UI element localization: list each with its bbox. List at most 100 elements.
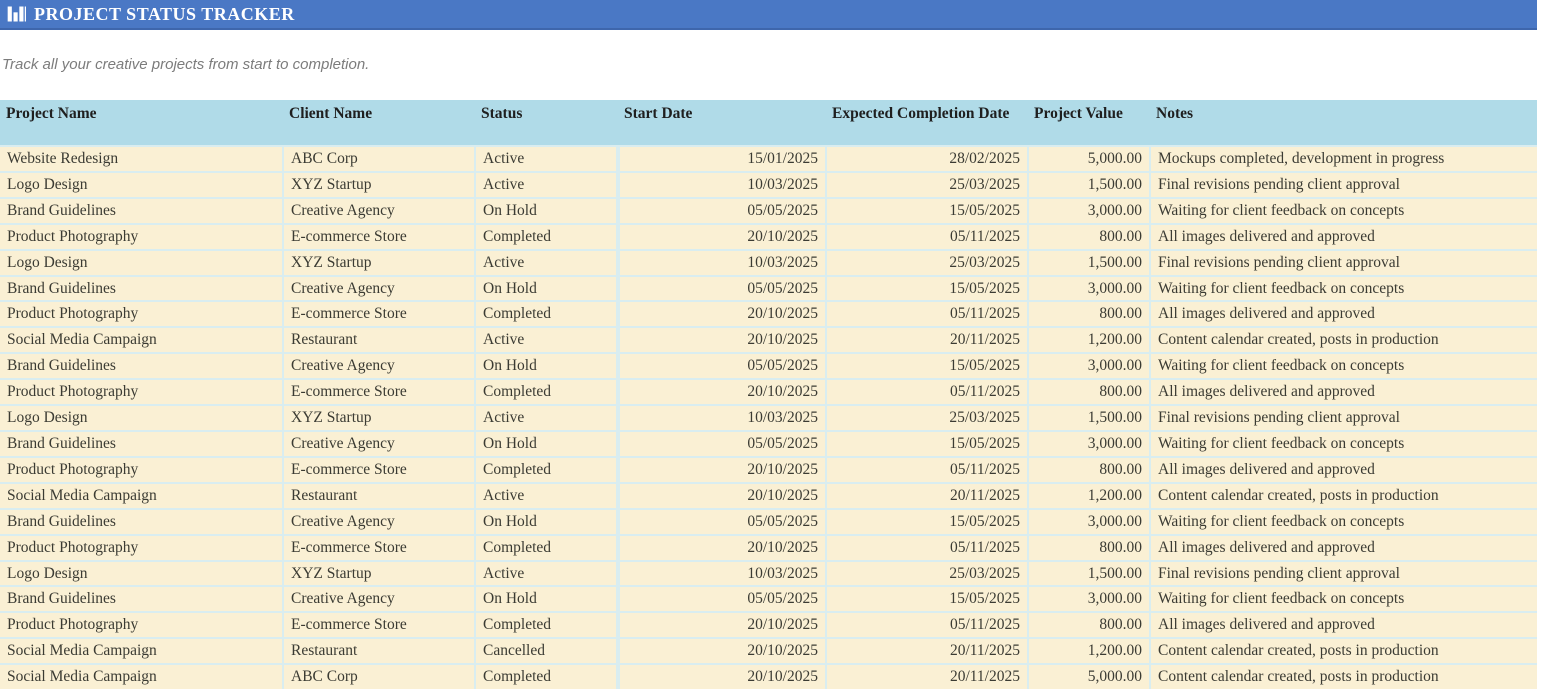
cell-status[interactable]: Completed — [474, 222, 618, 250]
cell-expected-completion[interactable]: 28/02/2025 — [825, 145, 1028, 172]
cell-project-value[interactable]: 3,000.00 — [1027, 585, 1150, 613]
cell-client-name[interactable]: E-commerce Store — [282, 378, 475, 406]
cell-status[interactable]: Active — [474, 326, 618, 354]
cell-expected-completion[interactable]: 15/05/2025 — [825, 196, 1028, 224]
cell-project-value[interactable]: 1,500.00 — [1027, 170, 1150, 198]
cell-project-name[interactable]: Social Media Campaign — [0, 637, 283, 665]
cell-project-value[interactable]: 800.00 — [1027, 455, 1150, 483]
cell-client-name[interactable]: Restaurant — [282, 637, 475, 665]
cell-client-name[interactable]: E-commerce Store — [282, 611, 475, 639]
cell-status[interactable]: On Hold — [474, 196, 618, 224]
cell-status[interactable]: Completed — [474, 663, 618, 689]
cell-expected-completion[interactable]: 20/11/2025 — [825, 326, 1028, 354]
cell-client-name[interactable]: Creative Agency — [282, 507, 475, 535]
cell-client-name[interactable]: E-commerce Store — [282, 533, 475, 561]
cell-notes[interactable]: All images delivered and approved — [1149, 222, 1537, 250]
cell-status[interactable]: Completed — [474, 611, 618, 639]
cell-status[interactable]: Active — [474, 559, 618, 587]
cell-notes[interactable]: Mockups completed, development in progre… — [1149, 145, 1537, 172]
cell-project-name[interactable]: Product Photography — [0, 611, 283, 639]
cell-start-date[interactable]: 20/10/2025 — [616, 611, 826, 639]
cell-client-name[interactable]: XYZ Startup — [282, 170, 475, 198]
cell-project-value[interactable]: 3,000.00 — [1027, 507, 1150, 535]
cell-notes[interactable]: Content calendar created, posts in produ… — [1149, 481, 1537, 509]
cell-start-date[interactable]: 15/01/2025 — [616, 145, 826, 172]
cell-start-date[interactable]: 10/03/2025 — [616, 248, 826, 276]
cell-status[interactable]: Completed — [474, 300, 618, 328]
cell-status[interactable]: Active — [474, 404, 618, 431]
cell-start-date[interactable]: 10/03/2025 — [616, 559, 826, 587]
cell-expected-completion[interactable]: 20/11/2025 — [825, 637, 1028, 665]
cell-status[interactable]: On Hold — [474, 429, 618, 457]
cell-client-name[interactable]: Restaurant — [282, 481, 475, 509]
cell-start-date[interactable]: 20/10/2025 — [616, 222, 826, 250]
cell-project-value[interactable]: 1,200.00 — [1027, 481, 1150, 509]
cell-project-name[interactable]: Logo Design — [0, 559, 283, 587]
cell-status[interactable]: Completed — [474, 533, 618, 561]
cell-status[interactable]: Completed — [474, 378, 618, 406]
cell-start-date[interactable]: 20/10/2025 — [616, 300, 826, 328]
cell-project-name[interactable]: Social Media Campaign — [0, 481, 283, 509]
cell-project-name[interactable]: Product Photography — [0, 222, 283, 250]
cell-client-name[interactable]: XYZ Startup — [282, 404, 475, 431]
cell-project-value[interactable]: 800.00 — [1027, 378, 1150, 406]
cell-client-name[interactable]: XYZ Startup — [282, 559, 475, 587]
cell-expected-completion[interactable]: 15/05/2025 — [825, 507, 1028, 535]
cell-status[interactable]: On Hold — [474, 274, 618, 302]
cell-start-date[interactable]: 05/05/2025 — [616, 274, 826, 302]
cell-status[interactable]: On Hold — [474, 352, 618, 380]
cell-project-name[interactable]: Brand Guidelines — [0, 352, 283, 380]
cell-project-value[interactable]: 800.00 — [1027, 611, 1150, 639]
cell-notes[interactable]: Final revisions pending client approval — [1149, 248, 1537, 276]
cell-notes[interactable]: Waiting for client feedback on concepts — [1149, 429, 1537, 457]
cell-client-name[interactable]: Creative Agency — [282, 352, 475, 380]
cell-client-name[interactable]: ABC Corp — [282, 145, 475, 172]
cell-project-value[interactable]: 5,000.00 — [1027, 145, 1150, 172]
cell-notes[interactable]: All images delivered and approved — [1149, 378, 1537, 406]
cell-project-value[interactable]: 3,000.00 — [1027, 429, 1150, 457]
cell-project-value[interactable]: 1,200.00 — [1027, 637, 1150, 665]
cell-start-date[interactable]: 20/10/2025 — [616, 455, 826, 483]
cell-start-date[interactable]: 20/10/2025 — [616, 663, 826, 689]
cell-client-name[interactable]: E-commerce Store — [282, 455, 475, 483]
cell-project-name[interactable]: Website Redesign — [0, 145, 283, 172]
cell-status[interactable]: Active — [474, 145, 618, 172]
cell-notes[interactable]: All images delivered and approved — [1149, 611, 1537, 639]
cell-notes[interactable]: Final revisions pending client approval — [1149, 404, 1537, 431]
cell-expected-completion[interactable]: 20/11/2025 — [825, 663, 1028, 689]
cell-start-date[interactable]: 20/10/2025 — [616, 378, 826, 406]
cell-client-name[interactable]: Creative Agency — [282, 196, 475, 224]
cell-expected-completion[interactable]: 15/05/2025 — [825, 429, 1028, 457]
cell-expected-completion[interactable]: 25/03/2025 — [825, 170, 1028, 198]
cell-notes[interactable]: Content calendar created, posts in produ… — [1149, 637, 1537, 665]
cell-notes[interactable]: Waiting for client feedback on concepts — [1149, 507, 1537, 535]
cell-status[interactable]: Active — [474, 170, 618, 198]
cell-expected-completion[interactable]: 15/05/2025 — [825, 274, 1028, 302]
cell-start-date[interactable]: 05/05/2025 — [616, 507, 826, 535]
cell-project-name[interactable]: Logo Design — [0, 170, 283, 198]
cell-client-name[interactable]: XYZ Startup — [282, 248, 475, 276]
cell-project-value[interactable]: 1,500.00 — [1027, 559, 1150, 587]
cell-client-name[interactable]: Restaurant — [282, 326, 475, 354]
cell-project-value[interactable]: 800.00 — [1027, 300, 1150, 328]
cell-project-value[interactable]: 800.00 — [1027, 222, 1150, 250]
cell-project-name[interactable]: Brand Guidelines — [0, 507, 283, 535]
cell-project-value[interactable]: 800.00 — [1027, 533, 1150, 561]
cell-project-name[interactable]: Logo Design — [0, 404, 283, 431]
cell-notes[interactable]: Final revisions pending client approval — [1149, 170, 1537, 198]
cell-notes[interactable]: Waiting for client feedback on concepts — [1149, 352, 1537, 380]
cell-project-name[interactable]: Product Photography — [0, 300, 283, 328]
cell-start-date[interactable]: 20/10/2025 — [616, 326, 826, 354]
cell-project-name[interactable]: Product Photography — [0, 378, 283, 406]
cell-status[interactable]: On Hold — [474, 507, 618, 535]
cell-expected-completion[interactable]: 20/11/2025 — [825, 481, 1028, 509]
cell-expected-completion[interactable]: 05/11/2025 — [825, 378, 1028, 406]
cell-notes[interactable]: All images delivered and approved — [1149, 300, 1537, 328]
cell-status[interactable]: Completed — [474, 455, 618, 483]
cell-project-name[interactable]: Social Media Campaign — [0, 326, 283, 354]
cell-expected-completion[interactable]: 25/03/2025 — [825, 559, 1028, 587]
cell-notes[interactable]: Final revisions pending client approval — [1149, 559, 1537, 587]
cell-expected-completion[interactable]: 25/03/2025 — [825, 404, 1028, 431]
cell-client-name[interactable]: Creative Agency — [282, 429, 475, 457]
cell-notes[interactable]: Waiting for client feedback on concepts — [1149, 274, 1537, 302]
